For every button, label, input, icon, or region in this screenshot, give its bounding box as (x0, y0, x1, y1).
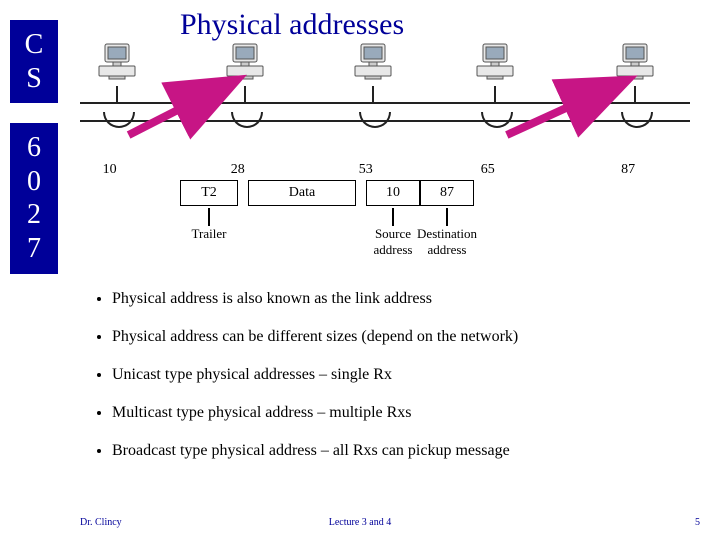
packet-field: Data (248, 180, 356, 206)
bullet-item: Multicast type physical address – multip… (112, 404, 690, 422)
slide-title: Physical addresses (180, 8, 404, 42)
sidebar-letter: S (10, 62, 58, 96)
bullet-item: Broadcast type physical address – all Rx… (112, 442, 690, 460)
bullet-item: Unicast type physical addresses – single… (112, 366, 690, 384)
sidebar-digit: 2 (10, 198, 58, 232)
packet-field: 87 (420, 180, 474, 206)
sidebar-digit: 0 (10, 165, 58, 199)
arrows-svg (80, 40, 690, 180)
sidebar: C S 6 0 2 7 (10, 20, 58, 274)
packet-label: Destination address (412, 208, 482, 258)
network-diagram: 10 28 53 65 87 (80, 40, 690, 180)
bullet-item: Physical address is also known as the li… (112, 290, 690, 308)
packet-diagram: T2Data1087 TrailerSource addressDestinat… (180, 180, 540, 270)
bullet-list: Physical address is also known as the li… (90, 290, 690, 480)
sidebar-digit: 7 (10, 232, 58, 266)
sidebar-digit: 6 (10, 131, 58, 165)
sidebar-bottom-box: 6 0 2 7 (10, 123, 58, 273)
footer-page: 5 (695, 517, 700, 528)
sidebar-letter: C (10, 28, 58, 62)
bullet-item: Physical address can be different sizes … (112, 328, 690, 346)
footer-lecture: Lecture 3 and 4 (0, 517, 720, 528)
packet-field: 10 (366, 180, 420, 206)
packet-field: T2 (180, 180, 238, 206)
sidebar-top-box: C S (10, 20, 58, 103)
packet-label: Trailer (174, 208, 244, 242)
